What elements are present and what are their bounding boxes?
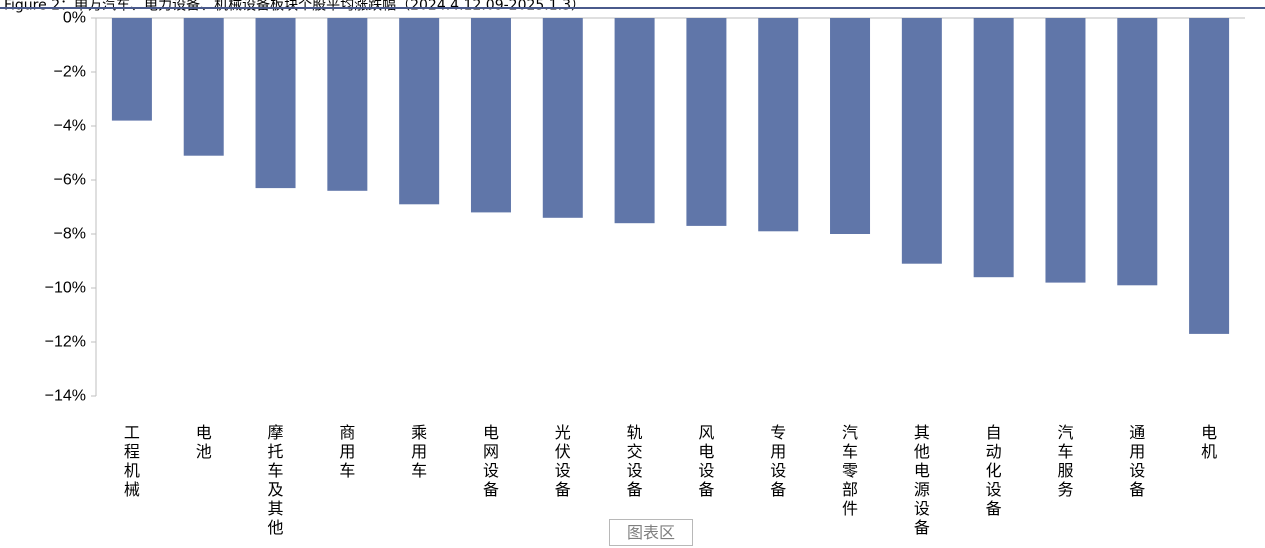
x-axis-labels: 工程机械 电池 摩托车及其他 商用车 乘用车 电网设备 光伏设备 轨交设备 风电设备 专用设备 汽车…	[124, 423, 1217, 537]
bar	[255, 18, 296, 189]
x-category-label: 工程机械	[124, 423, 140, 499]
bar	[542, 18, 583, 218]
y-tick-label: −14%	[45, 388, 86, 405]
y-tick-label: −10%	[45, 280, 86, 297]
bar	[614, 18, 655, 224]
bar	[1045, 18, 1086, 283]
bar	[830, 18, 871, 234]
x-category-label: 乘用车	[411, 423, 427, 480]
bar	[686, 18, 727, 226]
chart-area-tag[interactable]: 图表区	[609, 519, 693, 546]
bar	[399, 18, 440, 205]
bar	[1189, 18, 1230, 334]
x-category-label: 汽车零部件	[842, 423, 858, 518]
y-tick-label: −6%	[54, 172, 86, 189]
bar	[183, 18, 224, 156]
y-tick-label: −8%	[54, 226, 86, 243]
figure-title: Figure 2：申万汽车、电力设备、机械设备板块个股平均涨跌幅（2024.4.…	[4, 0, 585, 14]
y-tick-label: 0%	[63, 10, 86, 27]
bar	[901, 18, 942, 264]
y-tick-label: −2%	[54, 64, 86, 81]
x-category-label: 商用车	[339, 423, 355, 480]
x-category-label: 轨交设备	[627, 423, 643, 499]
bar	[327, 18, 368, 191]
x-category-label: 光伏设备	[555, 423, 571, 499]
bar	[758, 18, 799, 232]
x-category-label: 自动化设备	[986, 423, 1002, 518]
x-category-label: 摩托车及其他	[268, 423, 284, 537]
x-category-label: 电机	[1201, 423, 1217, 461]
x-category-label: 其他电源设备	[914, 423, 930, 537]
bars	[111, 18, 1230, 334]
y-tick-label: −12%	[45, 334, 86, 351]
bar	[111, 18, 152, 121]
x-category-label: 电池	[196, 423, 212, 461]
x-category-label: 风电设备	[698, 423, 714, 499]
bar	[470, 18, 511, 213]
y-tick-label: −4%	[54, 118, 86, 135]
x-category-label: 汽车服务	[1057, 423, 1073, 499]
x-category-label: 电网设备	[483, 423, 499, 499]
bar	[973, 18, 1014, 278]
bar	[1117, 18, 1158, 286]
x-category-label: 专用设备	[770, 423, 786, 499]
x-category-label: 通用设备	[1129, 423, 1145, 499]
